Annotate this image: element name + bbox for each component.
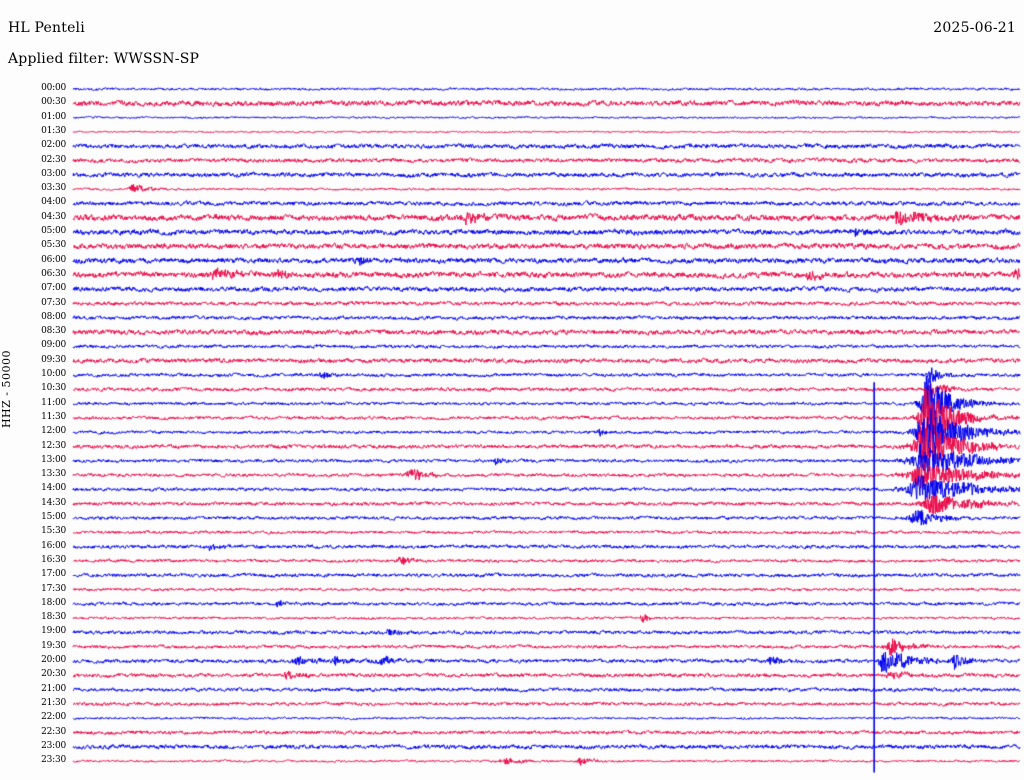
station-title: HL Penteli <box>8 20 85 36</box>
record-date: 2025-06-21 <box>933 20 1016 36</box>
y-axis-label: HHZ - 50000 <box>0 350 13 429</box>
applied-filter-label: Applied filter: WWSSN-SP <box>8 51 200 67</box>
